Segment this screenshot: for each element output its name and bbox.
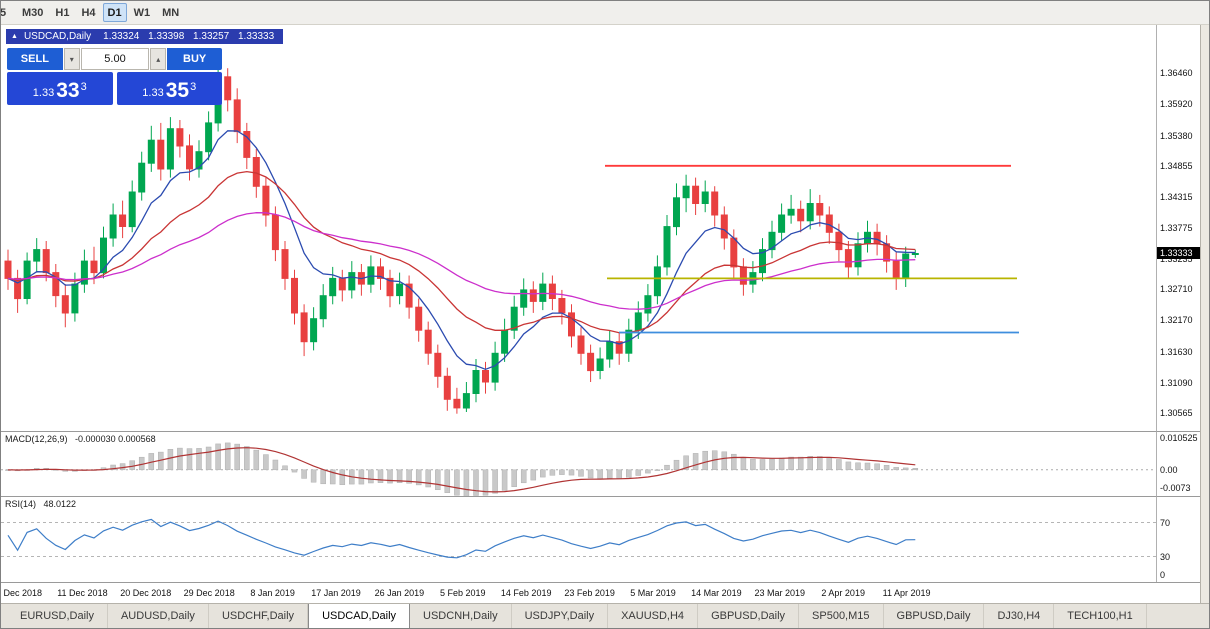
- ohlc-close: 1.33333: [237, 31, 275, 42]
- chart-tab-sp500-m15[interactable]: SP500,M15: [799, 604, 884, 628]
- rsi-name: RSI(14): [5, 499, 37, 509]
- macd-axis-zero: 0.00: [1160, 464, 1178, 475]
- price-chart-pane[interactable]: ▲ USDCAD,Daily 1.33324 1.33398 1.33257 1…: [1, 25, 1156, 431]
- sell-price-button[interactable]: 1.33 33 3: [7, 72, 113, 105]
- date-axis-label: 20 Dec 2018: [120, 588, 172, 598]
- buy-price-base: 1.33: [142, 87, 164, 99]
- price-axis-label: 1.33775: [1160, 223, 1193, 233]
- macd-canvas[interactable]: [1, 432, 1156, 496]
- ohlc-low: 1.33257: [193, 31, 230, 42]
- chart-title-bar[interactable]: ▲ USDCAD,Daily 1.33324 1.33398 1.33257 1…: [6, 29, 284, 44]
- price-axis-label: 1.35380: [1160, 130, 1193, 141]
- one-click-trading-panel: SELL ▾ 5.00 ▴ BUY 1.33 33 3: [7, 48, 223, 105]
- price-axis-label: 1.32170: [1160, 315, 1193, 326]
- chart-tab-eurusd-daily[interactable]: EURUSD,Daily: [7, 604, 108, 628]
- timeframe-button-m30[interactable]: M30: [22, 6, 44, 19]
- price-axis-label: 1.35920: [1160, 99, 1193, 110]
- price-axis-label: 1.32710: [1160, 284, 1193, 295]
- date-axis-label: 8 Jan 2019: [250, 588, 295, 598]
- sell-price-pips: 33: [56, 79, 80, 102]
- date-axis-label: 11 Dec 2018: [57, 588, 108, 598]
- rsi-canvas[interactable]: [1, 497, 1156, 582]
- date-axis-label: 23 Feb 2019: [564, 588, 615, 598]
- macd-values: -0.000030 0.000568: [75, 434, 156, 444]
- macd-axis-max: 0.010525: [1160, 433, 1198, 443]
- macd-pane[interactable]: MACD(12,26,9) -0.000030 0.000568: [1, 431, 1156, 496]
- date-axis-label: 23 Mar 2019: [754, 588, 806, 598]
- chart-tab-usdchf-daily[interactable]: USDCHF,Daily: [209, 604, 309, 628]
- price-axis-label: 1.31090: [1160, 377, 1193, 388]
- price-axis-label: 1.30565: [1160, 407, 1193, 418]
- rsi-axis-30: 30: [1160, 551, 1171, 562]
- chart-tab-gbpusd-daily[interactable]: GBPUSD,Daily: [698, 604, 800, 628]
- rsi-axis-0: 0: [1160, 570, 1166, 580]
- timeframe-button-d1[interactable]: D1: [102, 3, 127, 22]
- macd-label: MACD(12,26,9) -0.000030 0.000568: [5, 434, 156, 444]
- timeframe-button-w1[interactable]: W1: [133, 6, 151, 19]
- chart-tab-usdcad-daily[interactable]: USDCAD,Daily: [308, 604, 411, 628]
- chart-tab-bar: EURUSD,Daily AUDUSD,Daily USDCHF,Daily USDC…: [1, 603, 1209, 628]
- date-axis-label: 14 Mar 2019: [691, 588, 742, 598]
- rsi-value: 48.0122: [43, 499, 77, 509]
- date-axis-label: 2 Apr 2019: [821, 588, 865, 598]
- ohlc-open: 1.33324: [103, 31, 140, 42]
- chevron-down-icon: ▾: [69, 54, 74, 64]
- chart-tab-usdjpy-daily[interactable]: USDJPY,Daily: [512, 604, 609, 628]
- price-axis-label: 1.34855: [1160, 160, 1193, 171]
- macd-axis-min: -0.0073: [1160, 483, 1191, 493]
- chart-tab-audusd-daily[interactable]: AUDUSD,Daily: [108, 604, 209, 628]
- chart-tab-gbpusd-daily[interactable]: GBPUSD,Daily: [884, 604, 985, 628]
- timeframe-button-h4[interactable]: H4: [81, 6, 96, 19]
- rsi-axis-70: 70: [1160, 517, 1171, 528]
- macd-name: MACD(12,26,9): [5, 434, 68, 444]
- price-axis-label: 1.34315: [1160, 191, 1193, 202]
- date-axis-label: 5 Mar 2019: [630, 588, 676, 598]
- date-axis[interactable]: 1 Dec 2018 11 Dec 2018 20 Dec 2018 29 Dec 2…: [1, 582, 1200, 603]
- vertical-scrollbar[interactable]: [1200, 25, 1209, 603]
- volume-input[interactable]: 5.00: [80, 48, 150, 70]
- chevron-up-icon: ▴: [156, 54, 161, 64]
- ohlc-high: 1.33398: [148, 31, 185, 42]
- chart-tab-xauusd-h4[interactable]: XAUUSD,H4: [608, 604, 699, 628]
- date-axis-label: 5 Feb 2019: [440, 588, 486, 598]
- sell-price-frac: 3: [80, 81, 87, 93]
- timeframe-toolbar: 5 M30 H1 H4 D1 W1 MN: [1, 1, 1209, 25]
- buy-button[interactable]: BUY: [167, 48, 223, 70]
- timeframe-button-mn[interactable]: MN: [162, 6, 180, 19]
- rsi-label: RSI(14) 48.0122: [5, 499, 76, 509]
- date-axis-label: 29 Dec 2018: [183, 588, 235, 598]
- rsi-axis[interactable]: 70 30 0: [1156, 496, 1200, 582]
- current-price-tag: 1.33333: [1157, 247, 1200, 260]
- chart-area: ▲ USDCAD,Daily 1.33324 1.33398 1.33257 1…: [1, 25, 1209, 603]
- sell-button[interactable]: SELL: [7, 48, 63, 70]
- date-axis-label: 26 Jan 2019: [374, 588, 425, 598]
- sell-price-base: 1.33: [32, 87, 55, 99]
- volume-stepper-button[interactable]: ▴: [150, 48, 167, 70]
- collapse-chart-icon[interactable]: ▲: [11, 33, 18, 40]
- macd-axis[interactable]: 0.010525 0.00 -0.0073: [1156, 431, 1200, 496]
- chart-symbol-period: USDCAD,Daily: [23, 31, 92, 42]
- price-axis[interactable]: 1.33333 1.36460 1.35920 1.35380 1.34855 1.34…: [1156, 25, 1200, 431]
- volume-dropdown-button[interactable]: ▾: [63, 48, 80, 70]
- chart-tab-usdcnh-daily[interactable]: USDCNH,Daily: [410, 604, 512, 628]
- buy-price-pips: 35: [165, 79, 190, 102]
- chart-tab-dj30-h4[interactable]: DJ30,H4: [984, 604, 1055, 628]
- date-axis-label: 17 Jan 2019: [311, 588, 361, 598]
- price-axis-label: 1.31630: [1160, 346, 1193, 357]
- date-axis-label: 14 Feb 2019: [500, 588, 552, 598]
- date-axis-label: 1 Dec 2018: [1, 588, 43, 598]
- timeframe-button-h1[interactable]: H1: [55, 6, 70, 19]
- date-axis-label: 11 Apr 2019: [882, 588, 931, 598]
- buy-price-frac: 3: [190, 81, 197, 93]
- price-chart-canvas[interactable]: [1, 25, 1156, 431]
- buy-price-button[interactable]: 1.33 35 3: [116, 72, 222, 105]
- price-axis-label: 1.36460: [1160, 68, 1193, 79]
- chart-tab-tech100-h1[interactable]: TECH100,H1: [1054, 604, 1147, 628]
- rsi-pane[interactable]: RSI(14) 48.0122: [1, 496, 1156, 582]
- timeframe-button-5[interactable]: 5: [1, 3, 15, 22]
- chart-ohlc: 1.33324 1.33398 1.33257 1.33333: [97, 31, 274, 42]
